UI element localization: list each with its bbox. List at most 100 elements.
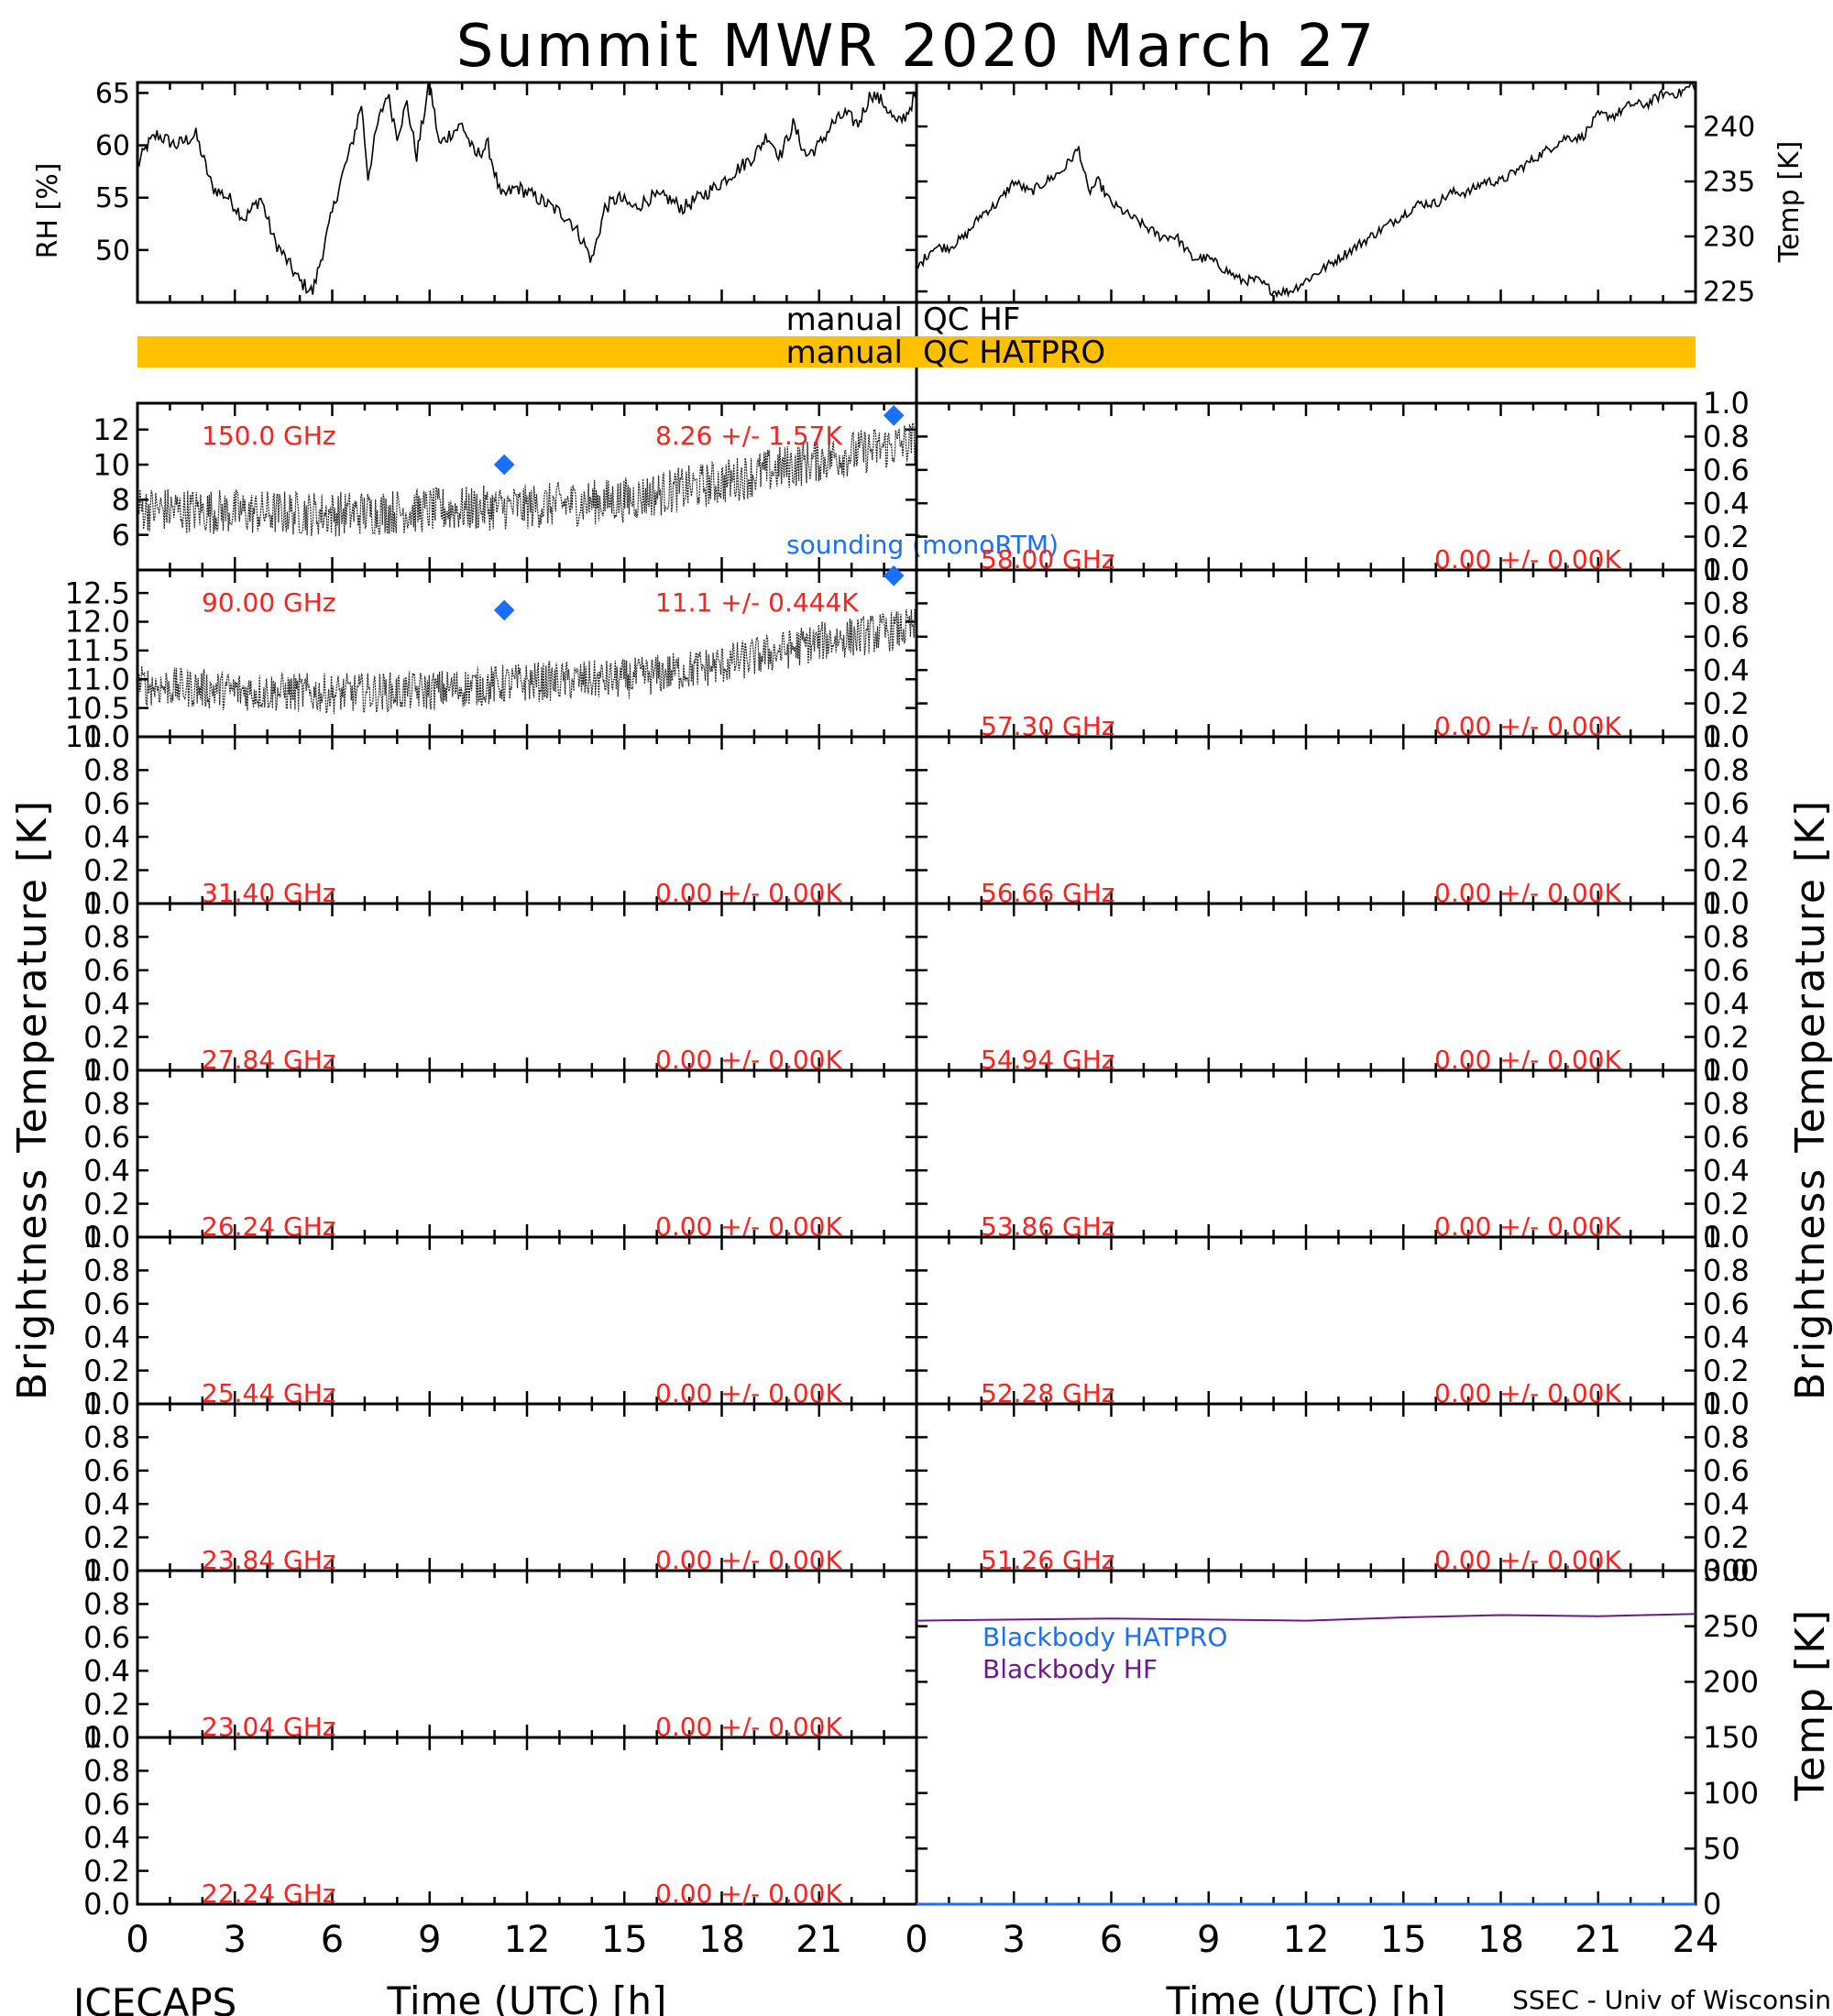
- temp-top-axis-ytick-label: 230: [1703, 222, 1755, 254]
- bt_150-axis-ytick-label: 10: [93, 447, 130, 482]
- blackbody-axis-ytick-label: 50: [1703, 1832, 1740, 1867]
- bt_90-axis-ytick-label: 10.0: [65, 719, 130, 754]
- bt_23_84-axis-ytick-label: 0.0: [83, 1553, 130, 1588]
- sounding-legend: sounding (monoRTM): [786, 530, 1059, 560]
- bt_27-axis-ytick-label: 0.4: [83, 986, 130, 1021]
- bt_90-axis-ytick-label: 12.5: [65, 575, 130, 610]
- bt_27-axis-ytick-label: 0.0: [83, 1053, 130, 1088]
- rh-axis-ytick-label: 55: [95, 182, 130, 214]
- bt_54-axis-ytick-label: 0.2: [1703, 1020, 1750, 1055]
- bt_56-axis-ytick-label: 1.0: [1703, 719, 1750, 754]
- bt_150-axis-ytick-label: 8: [112, 483, 130, 518]
- x-tick-label: 15: [601, 1919, 648, 1961]
- bt_25-axis-ytick-label: 0.4: [83, 1320, 130, 1354]
- bt_26-axis-ytick-label: 0.4: [83, 1153, 130, 1188]
- chart-title: Summit MWR 2020 March 27: [456, 13, 1377, 81]
- bt_150-line: [137, 421, 917, 537]
- bt_58-axis-ytick-label: 0.2: [1703, 520, 1750, 554]
- bt_27-axis-ytick-label: 0.6: [83, 953, 130, 988]
- bt_54-axis-ytick-label: 0.8: [1703, 920, 1750, 955]
- bt_23_84-axis-ytick-label: 0.4: [83, 1486, 130, 1521]
- x-tick-label: 0: [905, 1919, 927, 1961]
- bt_51-axis-ytick-label: 1.0: [1703, 1386, 1750, 1421]
- bt_56-axis-ytick-label: 0.4: [1703, 819, 1750, 854]
- x-tick-label: 6: [1100, 1919, 1123, 1961]
- x-axis-label-left: Time (UTC) [h]: [387, 1978, 667, 2016]
- bt_26-axis-ytick-label: 0.8: [83, 1087, 130, 1122]
- bt_56-axis-ytick-label: 0.8: [1703, 753, 1750, 788]
- rh-line: [137, 82, 917, 295]
- bt_22-axis-ytick-label: 0.2: [83, 1854, 130, 1889]
- bt_23_04-axis-ytick-label: 0.6: [83, 1620, 130, 1655]
- bt_22-axis-ytick-label: 1.0: [83, 1720, 130, 1755]
- bt_53-axis-ytick-label: 0.0: [1703, 1220, 1750, 1255]
- bt_22-axis-ytick-label: 0.0: [83, 1887, 130, 1922]
- qc-hf-right-label: QC HF: [923, 301, 1020, 338]
- rh-axis-ytick-label: 65: [95, 78, 130, 110]
- bt_90-axis-ytick-label: 10.5: [65, 691, 130, 726]
- blackbody-hf-line: [916, 1613, 1696, 1622]
- bt_31-axis-ytick-label: 0.0: [83, 886, 130, 921]
- bt_27-axis-ytick-label: 1.0: [83, 886, 130, 921]
- bt_22-axis-ytick-label: 0.4: [83, 1820, 130, 1855]
- bt_150-stats-label: 8.26 +/- 1.57K: [655, 421, 842, 451]
- bt_57-axis-ytick-label: 0.2: [1703, 686, 1750, 721]
- bt_57-axis-ytick-label: 0.0: [1703, 719, 1750, 754]
- temp-top-line: [916, 82, 1696, 299]
- bt_23_04-axis-ytick-label: 1.0: [83, 1553, 130, 1588]
- bt_53-axis-ytick-label: 0.8: [1703, 1087, 1750, 1122]
- x-tick-label: 21: [796, 1919, 842, 1961]
- bt_54-axis-ytick-label: 1.0: [1703, 886, 1750, 921]
- bt_31-axis-ytick-label: 0.4: [83, 819, 130, 854]
- bt_23_84-axis-ytick-label: 0.6: [83, 1453, 130, 1488]
- blackbody-axis-ytick-label: 0: [1703, 1887, 1721, 1922]
- bt_27-axis-ytick-label: 0.2: [83, 1020, 130, 1055]
- bt_23_84-axis-ytick-label: 0.2: [83, 1520, 130, 1555]
- footer-left: ICECAPS: [73, 1980, 236, 2016]
- qc-hatpro-right-label: QC HATPRO: [923, 334, 1105, 371]
- sounding-marker: [883, 405, 905, 426]
- bt_90-frequency-label: 90.00 GHz: [202, 587, 336, 618]
- bt_25-axis-ytick-label: 0.2: [83, 1353, 130, 1388]
- sounding-marker: [493, 599, 515, 621]
- bt_51-axis-ytick-label: 0.8: [1703, 1420, 1750, 1455]
- blackbody-axis-ytick-label: 300: [1703, 1553, 1759, 1588]
- bt_23_84-axis-ytick-label: 0.8: [83, 1420, 130, 1455]
- bt_150-axis-ytick-label: 6: [112, 518, 130, 553]
- bt_90-line: [137, 608, 917, 716]
- bt_25-axis-ytick-label: 0.0: [83, 1386, 130, 1421]
- qc-hatpro-left-label: manual: [786, 334, 903, 371]
- bt_52-axis-ytick-label: 0.0: [1703, 1386, 1750, 1421]
- bt_52-axis-ytick-label: 0.2: [1703, 1353, 1750, 1388]
- bt_52-axis-ytick-label: 1.0: [1703, 1220, 1750, 1255]
- bt_54-axis-ytick-label: 0.6: [1703, 953, 1750, 988]
- x-tick-label: 18: [1477, 1919, 1524, 1961]
- bt_58-axis-ytick-label: 0.8: [1703, 420, 1750, 455]
- bt_90-axis-ytick-label: 11.0: [65, 662, 130, 696]
- x-tick-label: 15: [1380, 1919, 1427, 1961]
- bt_51-axis-ytick-label: 0.2: [1703, 1520, 1750, 1555]
- bt_57-axis-ytick-label: 1.0: [1703, 553, 1750, 587]
- bt_51-axis-ytick-label: 0.4: [1703, 1486, 1750, 1521]
- bt_22-stats-label: 0.00 +/- 0.00K: [655, 1879, 842, 1909]
- bt_53-axis-ytick-label: 1.0: [1703, 1053, 1750, 1088]
- temp-top-axis-ytick-label: 225: [1703, 277, 1755, 309]
- bt_23_04-axis-ytick-label: 0.8: [83, 1587, 130, 1622]
- x-tick-label: 18: [698, 1919, 745, 1961]
- bt_25-axis-ytick-label: 0.8: [83, 1254, 130, 1288]
- bt_150-frequency-label: 150.0 GHz: [202, 421, 336, 451]
- bt_22-frequency-label: 22.24 GHz: [202, 1879, 336, 1909]
- blackbody-axis-ytick-label: 250: [1703, 1609, 1759, 1644]
- x-tick-label: 3: [224, 1919, 247, 1961]
- bt_23_84-axis-ytick-label: 1.0: [83, 1386, 130, 1421]
- bt_58-axis-ytick-label: 0.4: [1703, 486, 1750, 520]
- bt_57-axis-ytick-label: 0.4: [1703, 652, 1750, 687]
- bt_52-axis-ytick-label: 0.6: [1703, 1287, 1750, 1321]
- bt_58-axis-ytick-label: 1.0: [1703, 386, 1750, 421]
- bt_22-axis-ytick-label: 0.8: [83, 1754, 130, 1789]
- x-tick-label: 3: [1003, 1919, 1026, 1961]
- bt_26-axis-ytick-label: 0.6: [83, 1120, 130, 1155]
- sounding-marker: [493, 454, 515, 476]
